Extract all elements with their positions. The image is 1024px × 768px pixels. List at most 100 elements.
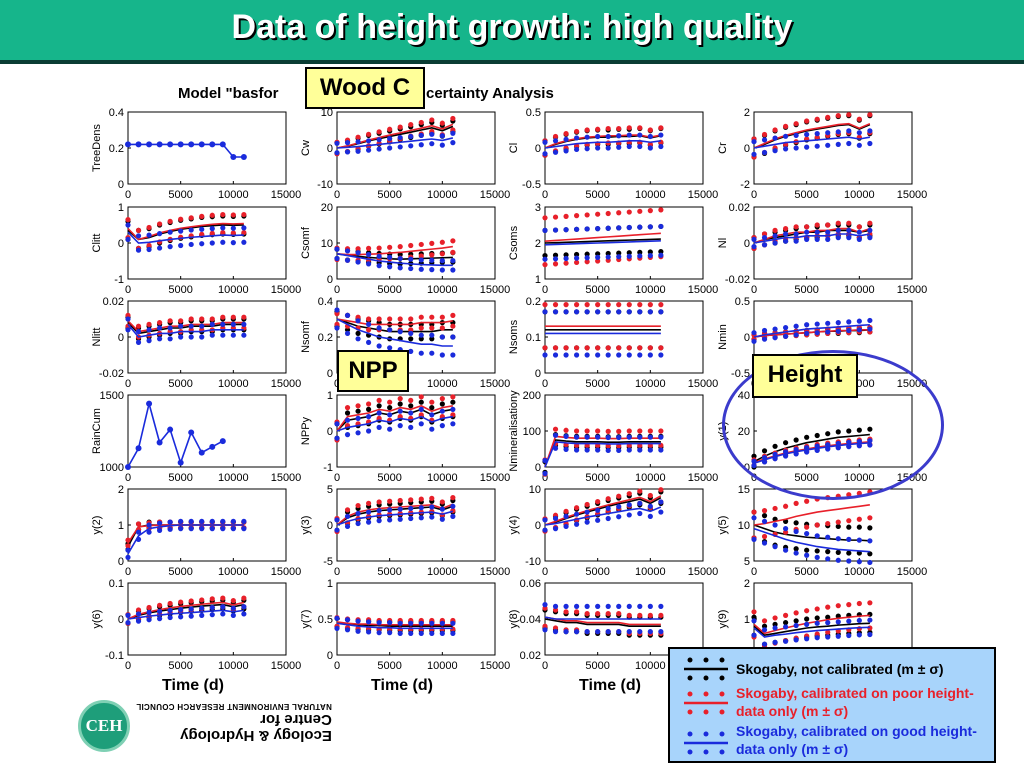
panel-18-red-upper-point-10	[439, 499, 445, 505]
panel-11-red-upper-point-11	[658, 302, 664, 308]
panel-23-black-line	[544, 618, 661, 628]
panel-8-ylabel: Nl	[717, 238, 729, 248]
panel-2-ytick-label-2: 10	[321, 107, 333, 119]
panel-8-blue-upper-point-4	[793, 231, 799, 237]
panel-3-red-upper-point-8	[626, 125, 632, 131]
panel-11-blue-upper-point-1	[552, 309, 559, 315]
panel-23-red-upper-point-6	[605, 611, 611, 617]
panel-21-red-upper-point-2	[146, 604, 152, 611]
panel-1-blue-point-0	[125, 141, 131, 148]
panel-21-blue-upper-point-7	[199, 605, 205, 611]
panel-18-frame	[336, 488, 496, 562]
panel-19-ytick-label-2: 10	[529, 484, 541, 496]
panel-12-blue-upper-point-10	[856, 318, 862, 324]
panel-23-xtick-label-0: 0	[542, 660, 548, 672]
panel-20-blue-lower-point-8	[835, 557, 841, 563]
panel-9-ytick-label-2: 0.02	[103, 296, 124, 308]
panel-24-red-line	[753, 614, 870, 635]
panel-2-blue-upper-point-8	[418, 132, 424, 138]
panel-10-blue-upper-point-10	[439, 334, 445, 340]
panel-12-blue-upper-point-2	[772, 326, 778, 332]
panel-24-blue-lower-point-5	[804, 636, 810, 642]
panel-4-black-line	[753, 123, 871, 149]
panel-18-red-upper-point-11	[450, 495, 456, 501]
panel-20-blue-upper-point-8	[835, 536, 841, 542]
panel-11-blue-lower-point-1	[552, 352, 559, 358]
panel-15-red-upper-point-1	[552, 426, 559, 432]
panel-23-blue-upper-point-3	[574, 603, 580, 610]
legend: Skogaby, not calibrated (m ± σ) Skogaby,…	[668, 647, 996, 763]
panel-1-ylabel: TreeDens	[91, 124, 103, 172]
panel-2-blue-upper-point-1	[344, 140, 351, 146]
panel-15-blue-upper-point-5	[595, 434, 601, 440]
panel-22-blue-upper-point-9	[429, 620, 435, 626]
panel-18-red-upper-point-1	[344, 507, 351, 513]
panel-20-blue-lower-point-10	[856, 559, 862, 565]
panel-24-blue-lower-point-2	[772, 639, 778, 646]
panel-10-blue-upper-point-7	[408, 330, 414, 336]
panel-11-xtick-label-0: 0	[542, 378, 548, 390]
panel-3-blue-upper-point-9	[637, 132, 643, 138]
panel-3-blue-lower-point-10	[647, 145, 653, 151]
panel-7-red-lower-point-1	[552, 261, 559, 267]
panel-17-blue-lower-point-4	[167, 526, 173, 532]
panel-8-blue-lower-point-1	[761, 242, 768, 248]
panel-11-red-upper-point-6	[605, 302, 611, 308]
panel-15-red-upper-point-3	[574, 428, 580, 434]
panel-1-xtick-label-2: 10000	[218, 189, 249, 201]
panel-2-blue-lower-point-5	[387, 145, 393, 151]
panel-4-red-lower-point-6	[814, 134, 820, 140]
panel-20-blue-upper-point-0	[751, 515, 757, 521]
panel-4-blue-upper-point-6	[814, 131, 820, 137]
panel-6-blue-lower-point-3	[366, 261, 372, 267]
panel-11-blue-lower-point-0	[542, 352, 548, 358]
panel-2-frame	[336, 111, 496, 185]
panel-7-blue-upper-point-0	[542, 227, 548, 233]
panel-11-red-upper-point-10	[647, 302, 653, 308]
panel-14-ytick-label-1: 0	[327, 426, 333, 438]
panel-7-red-upper-point-8	[626, 209, 632, 215]
panel-6-red-upper-point-6	[397, 244, 403, 250]
panel-8-blue-upper-point-1	[761, 235, 768, 241]
panel-11-blue-lower-point-9	[637, 352, 643, 358]
panel-24-red-upper-point-0	[751, 609, 757, 615]
panel-17-blue-line	[127, 524, 244, 555]
panel-23-blue-upper-point-11	[658, 603, 664, 610]
panel-11-blue-upper-point-2	[563, 309, 569, 315]
panel-5-black-line	[127, 224, 244, 241]
panel-20-black-upper-point-11	[867, 525, 873, 531]
panel-5-blue-lower-point-10	[230, 240, 236, 246]
panel-22-blue-lower-point-0	[334, 625, 340, 631]
panel-10-blue-lower-point-4	[376, 343, 382, 349]
panel-3-blue-line	[544, 140, 661, 149]
panel-20-blue-upper-point-7	[825, 534, 831, 540]
panel-8-blue-upper-point-8	[835, 227, 841, 233]
panel-18-blue-lower-point-1	[344, 523, 351, 530]
panel-24-red-upper-point-1	[761, 618, 768, 624]
panel-14-black-upper-point-9	[429, 405, 435, 411]
panel-8-red-upper-point-2	[772, 227, 778, 233]
panel-14-red-upper-point-7	[408, 397, 414, 403]
panel-9-blue-upper-point-6	[188, 323, 194, 329]
panel-6-ylabel: Csomf	[300, 226, 312, 259]
panel-4-xtick-label-3: 15000	[897, 189, 928, 201]
panel-8-xtick-label-2: 10000	[844, 284, 875, 296]
panel-14-blue-lower-point-9	[429, 426, 435, 432]
panel-5-blue-upper-point-4	[167, 229, 173, 235]
panel-12-blue-upper-point-5	[804, 322, 810, 328]
panel-2-blue-upper-point-4	[376, 137, 382, 143]
panel-10-red-upper-point-0	[334, 311, 340, 317]
panel-5-blue-lower-point-1	[135, 247, 142, 253]
panel-22-xtick-label-0: 0	[334, 660, 340, 672]
panel-18-blue-upper-point-11	[450, 503, 456, 509]
panel-21-red-upper-point-1	[135, 607, 142, 613]
panel-18-ytick-label-1: 0	[327, 520, 333, 532]
panel-5-red-upper-point-4	[167, 218, 173, 224]
legend-symbol-black	[684, 657, 728, 681]
panel-2-red-upper-point-8	[418, 119, 424, 126]
panel-17-blue-lower-point-2	[146, 529, 152, 535]
panel-24-blue-lower-point-9	[846, 632, 852, 639]
panel-10-blue-lower-point-3	[366, 339, 372, 345]
panel-13-blue-point-7	[198, 449, 205, 456]
panel-12-blue-lower-point-5	[804, 330, 810, 336]
